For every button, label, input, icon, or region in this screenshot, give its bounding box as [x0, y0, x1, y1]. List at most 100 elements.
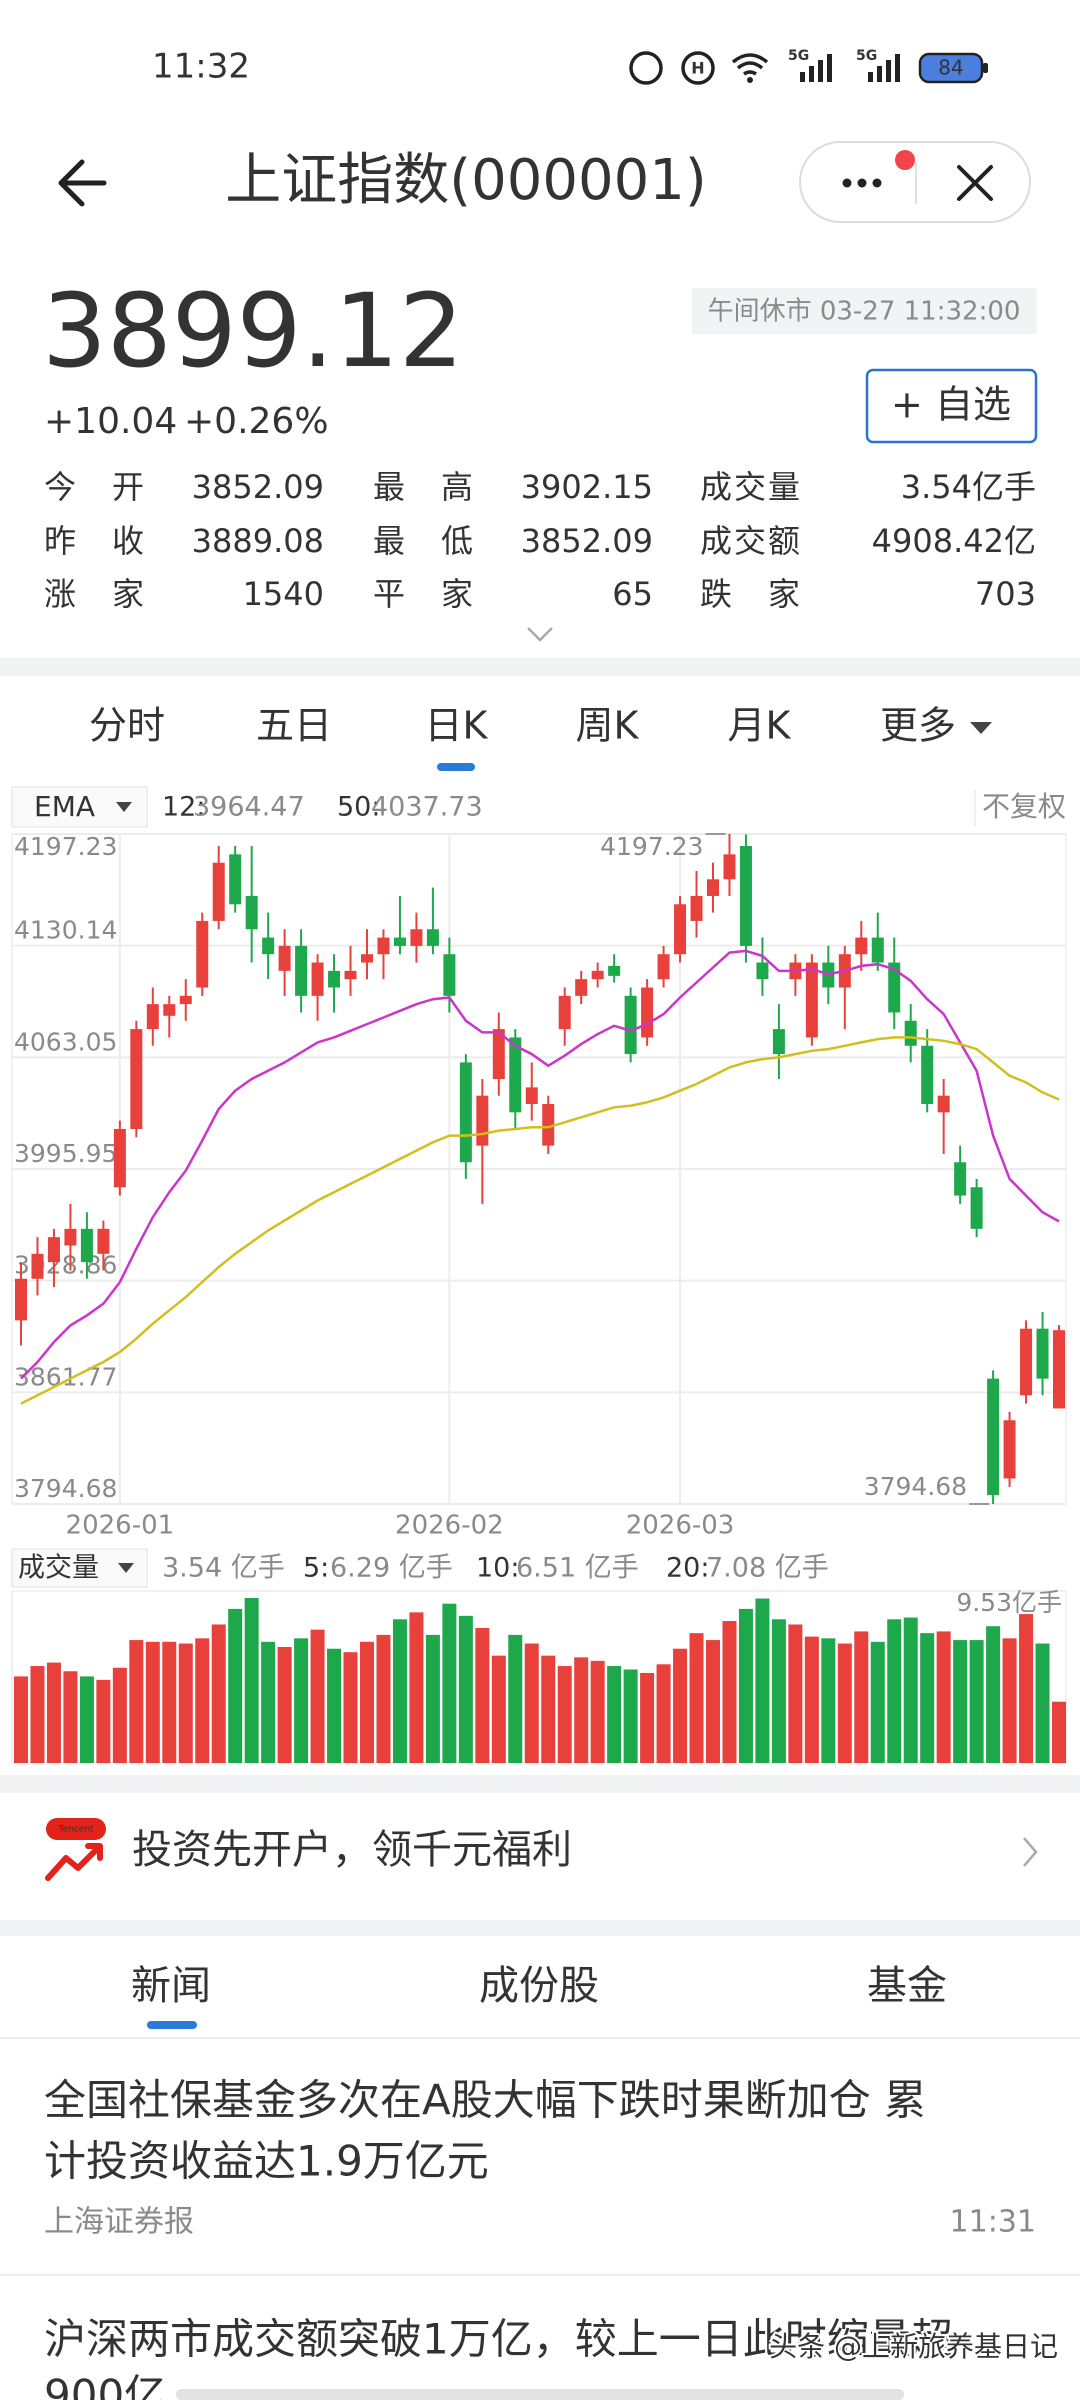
- y-tick-label: 3861.77: [14, 1362, 117, 1391]
- candle-body: [278, 945, 291, 971]
- watchlist-button[interactable]: [865, 368, 1038, 444]
- volume-bar: [63, 1671, 78, 1763]
- volume-bar: [1002, 1638, 1017, 1763]
- wifi-icon: [731, 53, 769, 76]
- volume-bar: [541, 1655, 556, 1763]
- period-tab[interactable]: 分时: [89, 704, 165, 748]
- watermark: 头条 @上新旅养基日记: [769, 2330, 1058, 2363]
- period-tab[interactable]: 五日: [256, 704, 332, 748]
- chevron: [1023, 1837, 1038, 1867]
- period-tab[interactable]: 月K: [728, 704, 792, 748]
- candle-body: [344, 970, 357, 980]
- candle-body: [426, 929, 439, 946]
- volume-bar: [376, 1634, 391, 1763]
- ema-line: [20, 949, 1060, 1380]
- candle-body: [937, 1095, 950, 1113]
- candle-body: [328, 970, 341, 988]
- ad-banner[interactable]: Tencent 投资先开户，领千元福利: [45, 1818, 1038, 1881]
- news-tab[interactable]: 基金: [867, 1963, 947, 2009]
- candle-body: [921, 1045, 934, 1105]
- candle-body: [295, 945, 308, 996]
- candle-body: [525, 1087, 538, 1105]
- legend-value: 6.29 亿手: [330, 1553, 453, 1584]
- legend-value: 3964.47: [193, 792, 305, 823]
- more-button[interactable]: [842, 178, 882, 188]
- news-tab[interactable]: 成份股: [479, 1963, 599, 2009]
- volume-bar: [590, 1660, 605, 1763]
- volume-bar: [738, 1608, 753, 1763]
- volume-bar: [607, 1666, 622, 1763]
- volume-current: 3.54 亿手: [162, 1553, 285, 1584]
- news-title: 900亿: [44, 2371, 166, 2400]
- volume-bar: [508, 1634, 523, 1763]
- volume-bar: [211, 1624, 226, 1763]
- volume-bar: [656, 1664, 671, 1763]
- volume-bar: [129, 1640, 144, 1763]
- candle-body: [756, 962, 769, 980]
- period-tab[interactable]: 更多: [880, 704, 956, 748]
- min-label: 3794.68: [864, 1472, 967, 1501]
- candle-body: [888, 962, 901, 1013]
- stat-value: 703: [975, 575, 1036, 613]
- volume-bar: [79, 1676, 94, 1763]
- candle-body: [970, 1187, 983, 1229]
- volume-bar: [771, 1619, 786, 1763]
- news-item[interactable]: 全国社保基金多次在A股大幅下跌时果断加仓 累 计投资收益达1.9万亿元 上海证券…: [44, 2076, 1036, 2240]
- legend-label: 5:: [303, 1553, 329, 1584]
- candle-body: [15, 1278, 27, 1321]
- price-change: +10.04: [44, 401, 177, 442]
- candle-body: [459, 1062, 472, 1163]
- watchlist-label: + 自选: [891, 383, 1011, 427]
- price: 3899.12: [42, 272, 464, 391]
- candle-body: [245, 895, 258, 930]
- market-status: 午间休市 03-27 11:32:00: [708, 297, 1021, 327]
- volume-bar: [409, 1612, 424, 1763]
- candle-body: [31, 1253, 44, 1279]
- volume-bar: [1052, 1701, 1066, 1763]
- candle-body: [377, 937, 390, 955]
- expand-chevron[interactable]: [527, 627, 553, 642]
- candle-body: [311, 962, 324, 996]
- period-tab-selected[interactable]: 日K: [425, 704, 489, 748]
- back-button[interactable]: [58, 159, 107, 207]
- news-item[interactable]: 沪深两市成交额突破1万亿，较上一日此时缩量超 900亿: [44, 2315, 953, 2400]
- candle-body: [1036, 1328, 1049, 1379]
- gesture-bar: [176, 2389, 904, 2400]
- hd-icon: [681, 51, 715, 85]
- volume-bar: [112, 1667, 127, 1763]
- volume-bar: [360, 1641, 374, 1763]
- candle-body: [47, 1237, 60, 1263]
- stat-value: 65: [612, 575, 653, 613]
- legend-value: 4037.73: [371, 792, 483, 823]
- volume-bar: [854, 1631, 869, 1763]
- candle-body: [196, 920, 209, 988]
- candle-body: [690, 895, 703, 921]
- volume-bar: [953, 1640, 968, 1763]
- battery-level: 84: [938, 56, 963, 80]
- volume-chart: 9.53亿手: [14, 1588, 1066, 1763]
- volume-bar: [294, 1638, 309, 1763]
- volume-bar: [310, 1629, 325, 1763]
- stat-value: 3902.15: [521, 468, 653, 506]
- volume-bar: [30, 1666, 45, 1763]
- ema-line: [20, 1036, 1060, 1405]
- dropdown-arrow: [116, 802, 132, 812]
- y-tick-label: 4197.23: [14, 832, 117, 861]
- period-tab[interactable]: 周K: [576, 704, 640, 748]
- adjust-mode[interactable]: 不复权: [982, 790, 1066, 823]
- volume-bar: [195, 1638, 210, 1763]
- y-tick-label: 3995.95: [14, 1139, 117, 1168]
- separator: [0, 658, 1080, 676]
- signal-icon: [800, 54, 832, 82]
- close-button[interactable]: [957, 165, 993, 201]
- notice-dot: [895, 150, 915, 170]
- volume-bar: [673, 1648, 688, 1763]
- news-tab-selected[interactable]: 新闻: [131, 1963, 211, 2009]
- stat-value: 3852.09: [192, 468, 324, 506]
- x-tick-label: 2026-01: [66, 1511, 175, 1541]
- page-title: 上证指数(000001): [225, 148, 706, 213]
- hd-letter: H: [691, 59, 704, 78]
- volume-bar: [689, 1633, 704, 1763]
- candle-body: [179, 995, 192, 1005]
